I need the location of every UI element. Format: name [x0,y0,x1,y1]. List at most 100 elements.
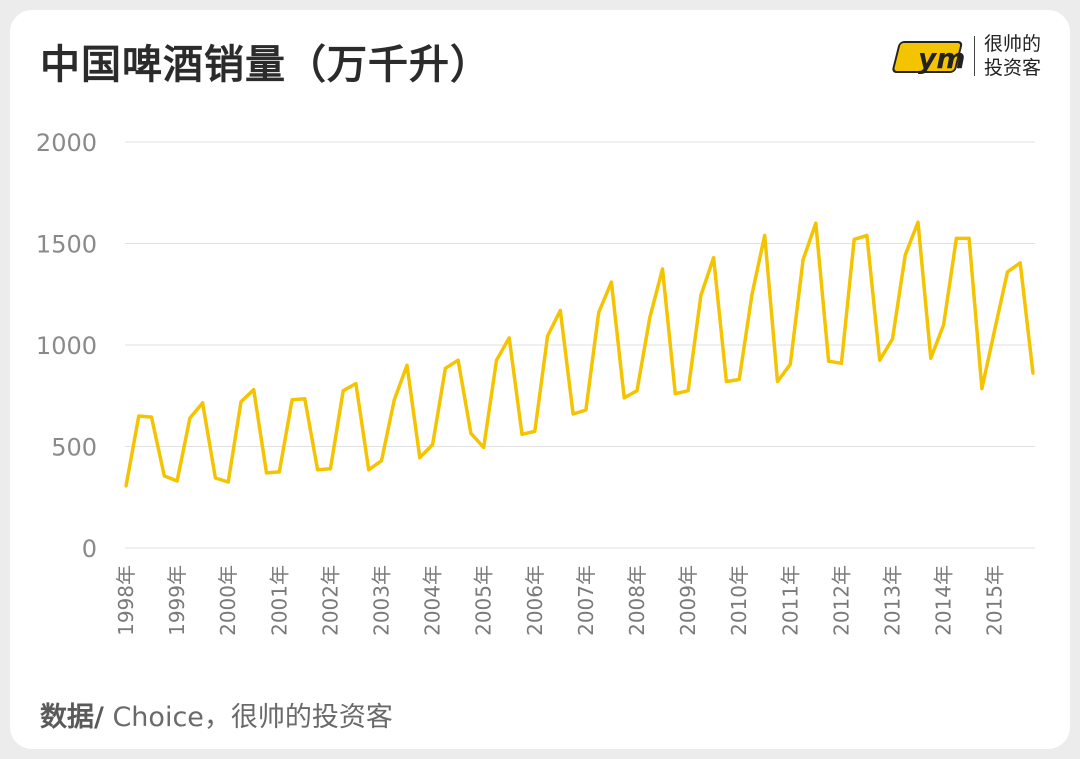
data-point [852,237,856,241]
data-point [1018,261,1022,265]
x-tick-label: 2009年 [676,565,700,636]
data-point [839,361,843,365]
data-point [277,470,281,474]
data-point [622,396,626,400]
data-point [699,293,703,297]
data-point [801,258,805,262]
data-point [1005,270,1009,274]
data-point [648,316,652,320]
data-point [584,408,588,412]
data-point [482,446,486,450]
data-point [520,432,524,436]
data-point [239,400,243,404]
data-point [456,358,460,362]
x-tick-label: 2005年 [472,565,496,636]
data-point [916,220,920,224]
data-point [737,378,741,382]
x-tick-label: 2008年 [625,565,649,636]
data-point [814,221,818,225]
data-point [431,442,435,446]
data-point [942,323,946,327]
data-point [558,308,562,312]
logo-mark-text: ym [918,42,965,75]
data-point [788,362,792,366]
data-point [367,468,371,472]
x-tick-label: 2002年 [318,565,342,636]
page-title: 中国啤酒销量（万千升） [40,42,491,88]
data-point [316,468,320,472]
logo-text: 很帅的 投资客 [984,32,1041,80]
x-tick-label: 2015年 [983,565,1007,636]
data-point [418,456,422,460]
x-tick-label: 2000年 [216,565,240,636]
data-point [763,233,767,237]
data-point [724,380,728,384]
data-point [469,431,473,435]
data-point [341,389,345,393]
data-point [878,358,882,362]
data-point [980,387,984,391]
data-point [494,358,498,362]
x-tick-label: 2012年 [829,565,853,636]
data-point [124,484,128,488]
data-point [265,471,269,475]
y-tick-label: 500 [51,434,97,462]
y-tick-label: 0 [82,535,97,563]
data-point [507,336,511,340]
x-tick-label: 2007年 [574,565,598,636]
data-point [290,398,294,402]
x-tick-label: 1999年 [165,565,189,636]
y-tick-label: 1000 [36,332,97,360]
data-point [379,459,383,463]
data-point [150,415,154,419]
logo-text-line2: 投资客 [984,57,1042,79]
data-point [635,389,639,393]
data-point [1031,371,1035,375]
chart-card: 中国啤酒销量（万千升） ym 很帅的 投资客 0 500 1000 1500 2000 1… [10,10,1070,749]
source-note: 数据/ Choice，很帅的投资客 [40,695,393,734]
data-point [201,401,205,405]
data-point [443,366,447,370]
data-point [890,337,894,341]
data-point [213,476,217,480]
x-tick-label: 2003年 [369,565,393,636]
data-point [929,356,933,360]
data-point [686,389,690,393]
data-point [162,474,166,478]
x-tick-label: 2014年 [932,565,956,636]
source-label: 数据/ [40,702,104,733]
data-point [137,414,141,418]
data-point [188,416,192,420]
x-tick-label: 1998年 [114,565,138,636]
data-point [993,328,997,332]
x-tick-label: 2001年 [267,565,291,636]
x-tick-label: 2006年 [523,565,547,636]
data-point [673,392,677,396]
data-point [954,236,958,240]
data-point [661,267,665,271]
data-point [776,380,780,384]
data-point [712,256,716,260]
line-chart: 0 500 1000 1500 2000 1998年 1999年 2000年 2001年 2002… [36,129,1035,636]
data-point [827,359,831,363]
data-point [546,334,550,338]
data-point [328,467,332,471]
x-tick-label: 2004年 [421,565,445,636]
y-tick-label: 2000 [36,129,97,157]
x-tick-label: 2011年 [778,565,802,636]
data-point [405,363,409,367]
data-point [609,280,613,284]
data-point [175,479,179,483]
data-point [967,236,971,240]
data-point [354,382,358,386]
data-point [533,429,537,433]
data-point [903,253,907,257]
logo-text-line1: 很帅的 [984,33,1042,55]
y-tick-label: 1500 [36,231,97,259]
data-point [750,292,754,296]
x-tick-label: 2010年 [727,565,751,636]
logo-divider [974,36,975,76]
data-point [571,412,575,416]
data-point [865,233,869,237]
x-tick-label: 2013年 [880,565,904,636]
